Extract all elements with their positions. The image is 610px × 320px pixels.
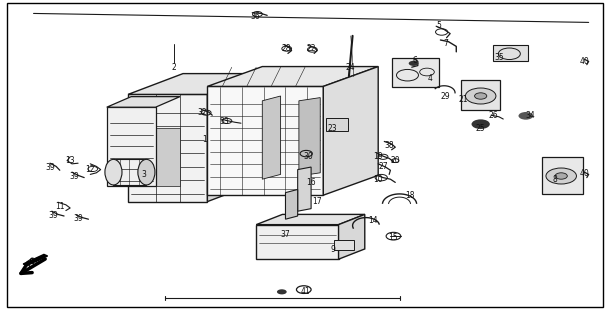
Polygon shape — [107, 97, 180, 107]
Circle shape — [409, 61, 418, 66]
Text: 28: 28 — [282, 44, 292, 53]
Text: 14: 14 — [368, 216, 378, 225]
Text: 30: 30 — [303, 152, 313, 161]
Text: 13: 13 — [65, 156, 75, 164]
Text: 15: 15 — [389, 233, 398, 242]
Text: 5: 5 — [437, 21, 442, 30]
Circle shape — [518, 112, 533, 120]
Circle shape — [475, 93, 487, 99]
Text: FR.: FR. — [25, 254, 42, 270]
Text: 4: 4 — [428, 74, 432, 83]
Text: 10: 10 — [373, 175, 383, 184]
Text: 37: 37 — [281, 230, 290, 239]
Text: 26: 26 — [488, 111, 498, 120]
Circle shape — [465, 88, 496, 104]
Text: 40: 40 — [580, 169, 589, 178]
Text: 19: 19 — [373, 152, 383, 161]
Circle shape — [555, 173, 567, 179]
Polygon shape — [128, 94, 207, 202]
Polygon shape — [156, 128, 180, 186]
Polygon shape — [285, 189, 298, 219]
Polygon shape — [207, 74, 262, 202]
Text: 25: 25 — [476, 124, 486, 132]
Text: 39: 39 — [73, 214, 83, 223]
Text: 40: 40 — [580, 57, 589, 66]
Polygon shape — [334, 240, 354, 250]
Text: 7: 7 — [443, 39, 448, 48]
Text: 2: 2 — [171, 63, 176, 72]
Polygon shape — [256, 225, 339, 259]
Ellipse shape — [138, 159, 155, 185]
Polygon shape — [262, 96, 281, 179]
Text: 3: 3 — [141, 170, 146, 179]
Text: 39: 39 — [49, 211, 59, 220]
Polygon shape — [207, 86, 323, 195]
Text: 35: 35 — [494, 53, 504, 62]
Text: 17: 17 — [312, 197, 322, 206]
Polygon shape — [23, 254, 48, 266]
Text: 12: 12 — [85, 165, 95, 174]
Polygon shape — [323, 67, 378, 195]
Text: 36: 36 — [250, 12, 260, 20]
Text: 6: 6 — [412, 56, 417, 65]
Text: 27: 27 — [378, 162, 388, 171]
Text: 32: 32 — [198, 108, 207, 116]
Text: 21: 21 — [459, 95, 468, 104]
Text: 33: 33 — [220, 117, 229, 126]
Text: 8: 8 — [553, 175, 558, 184]
Polygon shape — [298, 167, 311, 211]
Text: 39: 39 — [45, 163, 55, 172]
Ellipse shape — [105, 159, 122, 185]
Text: 41: 41 — [300, 287, 310, 296]
Text: 22: 22 — [306, 44, 316, 53]
Text: 9: 9 — [330, 245, 335, 254]
Polygon shape — [542, 157, 583, 194]
Polygon shape — [128, 74, 262, 94]
Polygon shape — [107, 107, 156, 186]
Text: 38: 38 — [384, 141, 394, 150]
Polygon shape — [461, 80, 500, 110]
Circle shape — [472, 119, 490, 129]
Text: 34: 34 — [526, 111, 536, 120]
Circle shape — [546, 168, 576, 184]
Polygon shape — [299, 98, 320, 176]
Text: 29: 29 — [440, 92, 450, 101]
Polygon shape — [207, 67, 378, 86]
Polygon shape — [493, 45, 528, 61]
Text: 1: 1 — [202, 135, 207, 144]
Text: 11: 11 — [55, 202, 65, 211]
Text: 16: 16 — [306, 178, 316, 187]
Polygon shape — [256, 214, 365, 225]
Text: 39: 39 — [70, 172, 79, 180]
Text: 18: 18 — [405, 191, 415, 200]
Text: 24: 24 — [346, 63, 356, 72]
Circle shape — [277, 289, 287, 294]
Polygon shape — [392, 58, 439, 87]
Text: 20: 20 — [390, 156, 400, 164]
Polygon shape — [339, 214, 365, 259]
Polygon shape — [326, 118, 348, 131]
Text: 23: 23 — [328, 124, 337, 133]
